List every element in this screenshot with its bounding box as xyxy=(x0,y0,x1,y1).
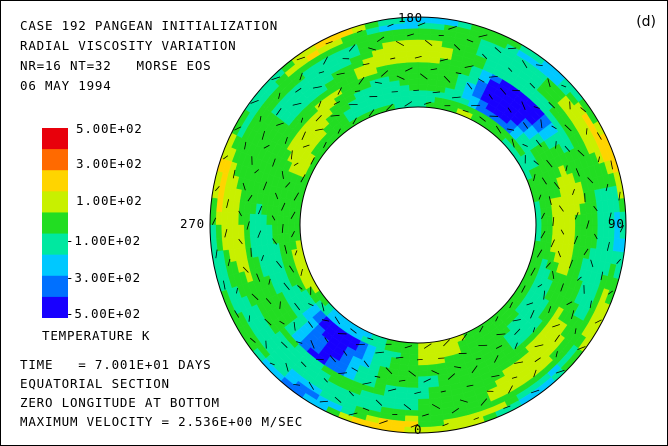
colorbar-label-4: -1.00E+02 xyxy=(66,233,141,248)
colorbar-swatch xyxy=(42,212,68,235)
colorbar-swatch xyxy=(42,191,68,213)
colorbar-swatch xyxy=(42,170,68,192)
inner-boundary xyxy=(299,106,537,344)
footer-time: TIME = 7.001E+01 DAYS xyxy=(20,357,212,372)
footer-section: EQUATORIAL SECTION xyxy=(20,376,170,391)
footer-longitude: ZERO LONGITUDE AT BOTTOM xyxy=(20,395,220,410)
angle-label-90: 90 xyxy=(608,216,625,231)
colorbar-label-5: -3.00E+02 xyxy=(66,270,141,285)
header-line-date: 06 MAY 1994 xyxy=(20,78,112,93)
colorbar-swatch xyxy=(42,149,68,171)
velocity-arrows xyxy=(211,22,625,428)
colorbar-label-1: 5.00E+02 xyxy=(76,121,143,136)
temperature-colorbar xyxy=(42,128,68,318)
temperature-field xyxy=(209,16,627,434)
colorbar-label-2: 3.00E+02 xyxy=(76,156,143,171)
outer-boundary xyxy=(209,16,627,434)
colorbar-swatch xyxy=(42,275,68,298)
angle-label-180: 180 xyxy=(398,10,423,25)
panel-label: (d) xyxy=(636,14,656,30)
footer-velocity: MAXIMUM VELOCITY = 2.536E+00 M/SEC xyxy=(20,414,304,429)
colorbar-swatch xyxy=(42,296,68,318)
header-line-case: CASE 192 PANGEAN INITIALIZATION xyxy=(20,18,279,33)
header-line-viscosity: RADIAL VISCOSITY VARIATION xyxy=(20,38,237,53)
angle-label-0: 0 xyxy=(414,422,423,437)
colorbar-swatch xyxy=(42,233,68,256)
colorbar-swatch xyxy=(42,128,68,150)
colorbar-swatch xyxy=(42,254,68,277)
angle-label-270: 270 xyxy=(180,216,205,231)
colorbar-label-6: -5.00E+02 xyxy=(66,306,141,321)
colorbar-label-3: 1.00E+02 xyxy=(76,193,143,208)
colorbar-title: TEMPERATURE K xyxy=(42,328,151,343)
header-line-grid: NR=16 NT=32 MORSE EOS xyxy=(20,58,212,73)
